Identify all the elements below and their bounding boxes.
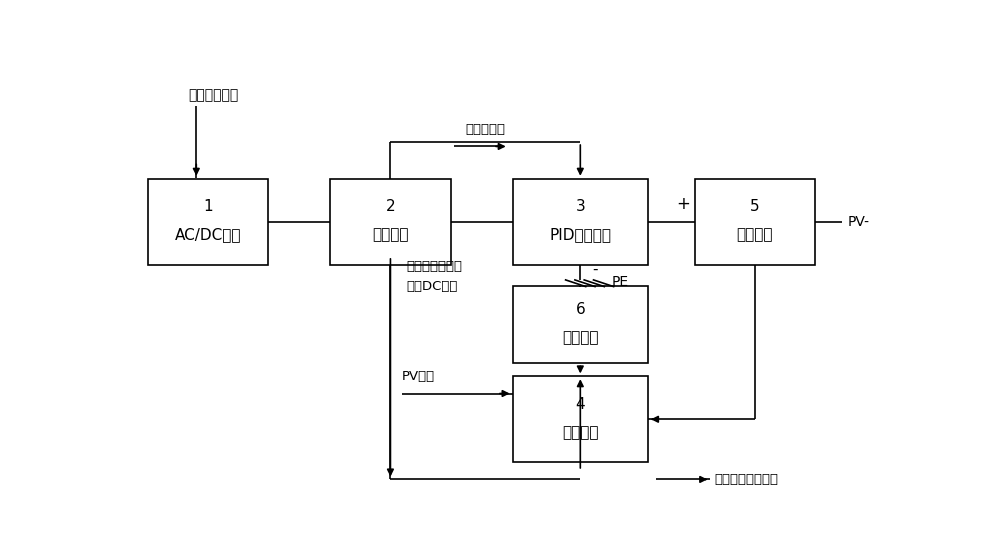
Text: 开关电源: 开关电源 xyxy=(372,227,409,242)
Bar xyxy=(512,376,648,462)
Text: 输出电压为设定值: 输出电压为设定值 xyxy=(714,473,778,486)
Bar xyxy=(148,179,268,264)
Text: PE: PE xyxy=(611,275,628,289)
Text: 输出额定值: 输出额定值 xyxy=(465,123,505,136)
Text: PID预防单元: PID预防单元 xyxy=(549,227,611,242)
Text: 输出单元: 输出单元 xyxy=(736,227,773,242)
Text: 封锁电路: 封锁电路 xyxy=(562,330,599,345)
Bar xyxy=(330,179,450,264)
Text: 比较电路: 比较电路 xyxy=(562,425,599,440)
Text: 电网供电系统: 电网供电系统 xyxy=(189,88,239,103)
Text: 1: 1 xyxy=(204,199,213,214)
Text: 4: 4 xyxy=(576,397,585,412)
Text: AC/DC电源: AC/DC电源 xyxy=(175,227,242,242)
Text: 封锁电路未导通: 封锁电路未导通 xyxy=(406,260,462,273)
Text: 3: 3 xyxy=(575,199,585,214)
Text: 输出DC高唸: 输出DC高唸 xyxy=(406,280,457,292)
Text: 2: 2 xyxy=(386,199,395,214)
Bar xyxy=(512,286,648,363)
Bar xyxy=(695,179,815,264)
Text: -: - xyxy=(592,261,597,276)
Text: +: + xyxy=(676,195,690,214)
Text: PV-: PV- xyxy=(847,215,869,229)
Text: PV电压: PV电压 xyxy=(402,370,435,383)
Text: 5: 5 xyxy=(750,199,760,214)
Text: 6: 6 xyxy=(575,302,585,317)
Bar xyxy=(512,179,648,264)
